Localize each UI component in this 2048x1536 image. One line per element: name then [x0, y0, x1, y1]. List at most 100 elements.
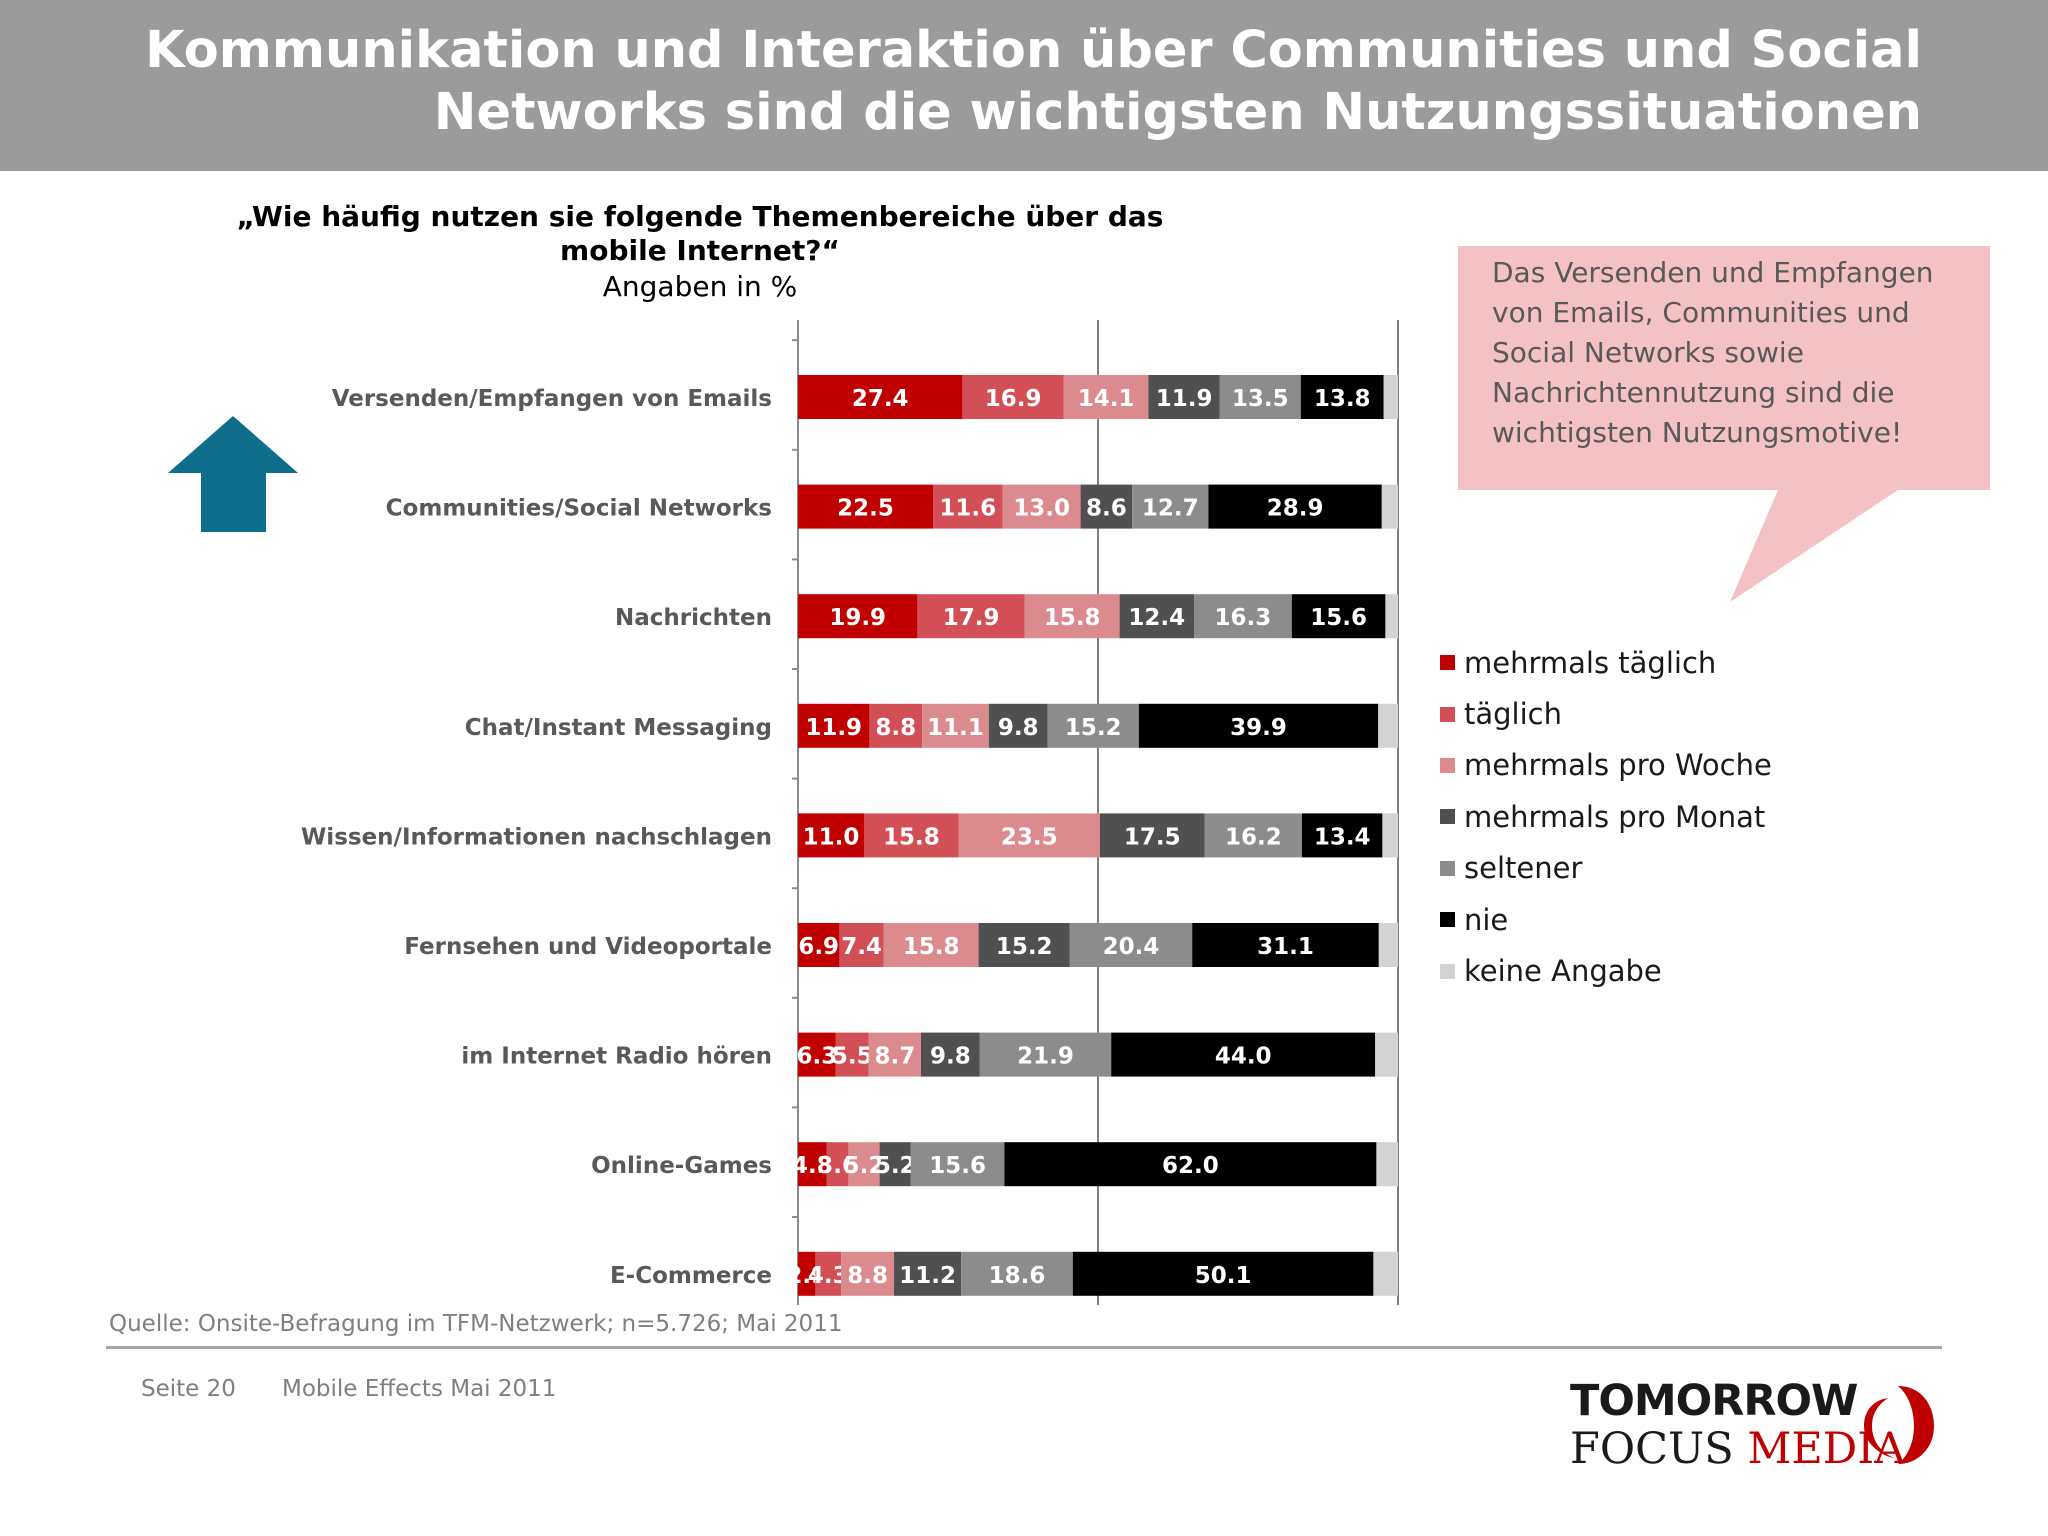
bar-segment: [962, 375, 1064, 419]
bar-segment: [1119, 594, 1194, 639]
data-label: 5.2: [844, 1153, 885, 1179]
bar-segment: [1194, 594, 1292, 639]
category-label: Fernsehen und Videoportale: [404, 934, 772, 960]
category-label: Wissen/Informationen nachschlagen: [301, 824, 772, 850]
data-label: 5.5: [832, 1044, 873, 1070]
legend-swatch: [1440, 809, 1455, 825]
logo-focus-word: FOCUS: [1570, 1424, 1734, 1474]
chart-legend: mehrmals täglich täglich mehrmals pro Woch…: [1440, 637, 1772, 997]
bar-segment: [1385, 594, 1398, 639]
data-label: 19.9: [829, 605, 886, 631]
category-label: im Internet Radio hören: [461, 1044, 772, 1070]
bar-segment: [921, 1032, 980, 1077]
bar-segment: [1204, 813, 1302, 858]
data-label: 11.9: [805, 715, 862, 741]
bar-segment: [835, 1032, 869, 1077]
bar-segment: [1382, 813, 1398, 858]
bar-segment: [1373, 1251, 1398, 1296]
bar-segment: [1063, 375, 1149, 419]
bar-segment: [1376, 1142, 1398, 1187]
survey-question-line2: mobile Internet?“: [560, 234, 840, 267]
footer-divider: [106, 1346, 1942, 1349]
bar-segment: [1375, 1032, 1398, 1077]
data-label: 6.9: [798, 934, 839, 960]
legend-item: mehrmals pro Woche: [1440, 740, 1772, 791]
data-label: 8.6: [1086, 496, 1127, 522]
page-title-line1: Kommunikation und Interaktion über Commu…: [145, 21, 1922, 80]
data-label: 39.9: [1230, 715, 1287, 741]
bar-segment: [798, 923, 840, 967]
bar-segment: [1208, 484, 1382, 529]
category-label: Communities/Social Networks: [386, 496, 772, 522]
bar-segment: [815, 1251, 842, 1296]
bar-segment: [848, 1142, 880, 1187]
data-label: 15.6: [1310, 605, 1367, 631]
legend-swatch: [1440, 963, 1455, 979]
data-label: 8.8: [875, 715, 916, 741]
data-label: 18.6: [989, 1263, 1046, 1289]
data-label: 15.2: [996, 934, 1053, 960]
data-label: 17.5: [1124, 824, 1181, 850]
legend-swatch: [1440, 860, 1455, 876]
bar-segment: [1099, 813, 1205, 858]
bar-segment: [1219, 375, 1301, 419]
unit-note: Angaben in %: [602, 270, 798, 303]
data-label: 28.9: [1267, 496, 1324, 522]
bar-segment: [917, 594, 1025, 639]
data-label: 8.8: [847, 1263, 888, 1289]
category-label: Nachrichten: [615, 605, 772, 631]
bar-segment: [1138, 703, 1379, 748]
data-label: 6.3: [797, 1044, 838, 1070]
legend-swatch: [1440, 912, 1455, 928]
survey-question: „Wie häufig nutzen sie folgende Themenbe…: [200, 200, 1200, 268]
bar-segment: [1072, 1251, 1374, 1296]
bar-segment: [1069, 923, 1193, 967]
bar-segment: [1378, 703, 1398, 748]
data-label: 31.1: [1257, 934, 1314, 960]
data-label: 11.9: [1156, 386, 1213, 412]
bar-segment: [879, 1142, 911, 1187]
data-label: 16.2: [1225, 824, 1282, 850]
bar-segment: [1381, 484, 1398, 529]
data-label: 62.0: [1162, 1153, 1219, 1179]
stacked-bar-chart: Versenden/Empfangen von Emails 27.4 16.9 14…: [301, 320, 1399, 1305]
bar-segment: [798, 1032, 836, 1077]
bar-segment: [979, 1032, 1112, 1077]
callout-box: [1458, 246, 1990, 602]
data-label: 14.1: [1078, 386, 1135, 412]
bar-segment: [1004, 1142, 1377, 1187]
bar-segment: [798, 1142, 827, 1187]
legend-swatch: [1440, 757, 1455, 773]
bar-segment: [1192, 923, 1379, 967]
data-label: 17.9: [943, 605, 1000, 631]
bar-segment: [798, 594, 918, 639]
data-label: 13.4: [1314, 824, 1371, 850]
survey-question-line1: „Wie häufig nutzen sie folgende Themenbe…: [236, 200, 1164, 233]
category-label: Chat/Instant Messaging: [465, 715, 772, 741]
page-number: Seite 20: [141, 1376, 236, 1402]
bar-segment: [922, 703, 989, 748]
bar-segment: [1383, 375, 1398, 419]
footer-note: Mobile Effects Mai 2011: [282, 1376, 557, 1402]
bar-segment: [1047, 703, 1139, 748]
data-label: 12.7: [1142, 496, 1199, 522]
legend-item: täglich: [1440, 688, 1772, 739]
bar-segment: [839, 923, 884, 967]
data-label: 5.2: [875, 1153, 916, 1179]
data-label: 13.0: [1013, 496, 1070, 522]
bar-segment: [826, 1142, 849, 1187]
data-label: 15.6: [929, 1153, 986, 1179]
bar-segment: [988, 703, 1048, 748]
data-label: 44.0: [1215, 1044, 1272, 1070]
data-label: 16.9: [985, 386, 1042, 412]
bar-segment: [1300, 375, 1384, 419]
bar-segment: [961, 1251, 1073, 1296]
bar-segment: [869, 703, 923, 748]
bar-segment: [1291, 594, 1386, 639]
legend-label: mehrmals täglich: [1464, 645, 1717, 680]
bar-segment: [798, 703, 870, 748]
data-label: 7.4: [841, 934, 882, 960]
bar-segment: [910, 1142, 1005, 1187]
bar-segment: [1024, 594, 1120, 639]
header-bar: Kommunikation und Interaktion über Commu…: [0, 0, 2048, 171]
